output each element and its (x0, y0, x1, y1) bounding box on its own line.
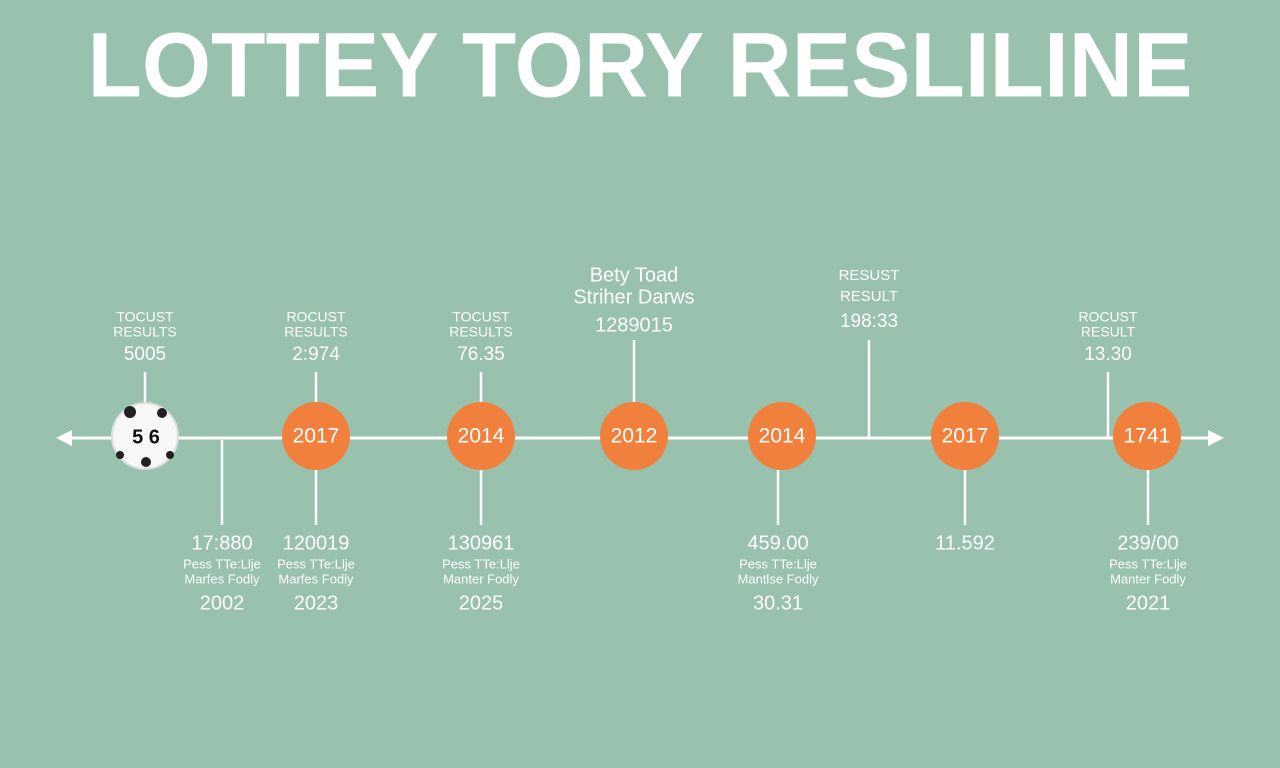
title: LOTTEY TORY RESLILINE (88, 14, 1193, 116)
ball-spot (124, 406, 136, 418)
result-label: RESULTS (449, 324, 513, 340)
detail-label: Pess TTe:Llje (442, 556, 520, 571)
ball-spot (116, 451, 124, 459)
timeline-node (748, 402, 816, 470)
timeline-node (931, 402, 999, 470)
detail-label: Pess TTe:Llje (183, 556, 261, 571)
timeline-node (447, 402, 515, 470)
ball-spot (157, 408, 167, 418)
node-year: 2014 (759, 425, 806, 448)
detail-label: Mantlse Fodly (738, 571, 819, 586)
result-label: RESULTS (284, 324, 348, 340)
result-value: 2:974 (292, 344, 340, 365)
result-value: 1289015 (595, 314, 673, 336)
detail-label: Pess TTe:Llje (1109, 556, 1187, 571)
detail-label: Manter Fodly (443, 571, 519, 586)
node-year: 2012 (611, 425, 658, 448)
node-year: 2017 (942, 425, 989, 448)
result-label: TOCUST (116, 309, 174, 325)
result-value: 76.35 (457, 344, 505, 365)
result-label: TOCUST (452, 309, 510, 325)
detail-value: 130961 (448, 532, 515, 554)
detail-value: 11.592 (935, 532, 995, 554)
result-value: 13.30 (1084, 344, 1132, 365)
detail-value: 120019 (283, 532, 350, 554)
detail-value: 2021 (1126, 592, 1171, 614)
timeline-node (600, 402, 668, 470)
detail-value: 2023 (294, 592, 339, 614)
result-label: Striher Darws (573, 286, 694, 308)
detail-value: 239/00 (1117, 532, 1178, 554)
detail-value: 17:880 (191, 532, 252, 554)
detail-value: 2025 (459, 592, 504, 614)
timeline-node (282, 402, 350, 470)
result-label: RESULTS (113, 324, 177, 340)
detail-label: Manter Fodly (1110, 571, 1186, 586)
detail-label: Marfes Fodly (278, 571, 354, 586)
detail-value: 2002 (200, 592, 245, 614)
ball-spot (141, 457, 151, 467)
result-label: RESULT (1081, 324, 1136, 340)
ball (111, 402, 179, 470)
detail-label: Marfes Fodly (184, 571, 260, 586)
result-label: RESULT (840, 288, 898, 305)
arrow-right (1208, 430, 1224, 446)
detail-value: 459.00 (747, 532, 808, 554)
arrow-left (56, 430, 72, 446)
detail-value: 30.31 (753, 592, 803, 614)
node-year: 2014 (458, 425, 505, 448)
node-year: 2017 (293, 425, 340, 448)
result-label: Bety Toad (590, 264, 679, 286)
ball-spot (166, 451, 174, 459)
lottery-ball: 5 6 (111, 402, 179, 470)
result-value: 198:33 (840, 311, 898, 332)
result-label: ROCUST (1078, 309, 1138, 325)
timeline-node (1113, 402, 1181, 470)
result-value: 5005 (124, 344, 166, 365)
result-label: ROCUST (286, 309, 346, 325)
detail-label: Pess TTe:Llje (739, 556, 817, 571)
node-year: 1741 (1124, 425, 1171, 448)
detail-label: Pess TTe:Llje (277, 556, 355, 571)
ball-label: 5 6 (132, 426, 160, 448)
result-label: RESUST (839, 267, 900, 284)
